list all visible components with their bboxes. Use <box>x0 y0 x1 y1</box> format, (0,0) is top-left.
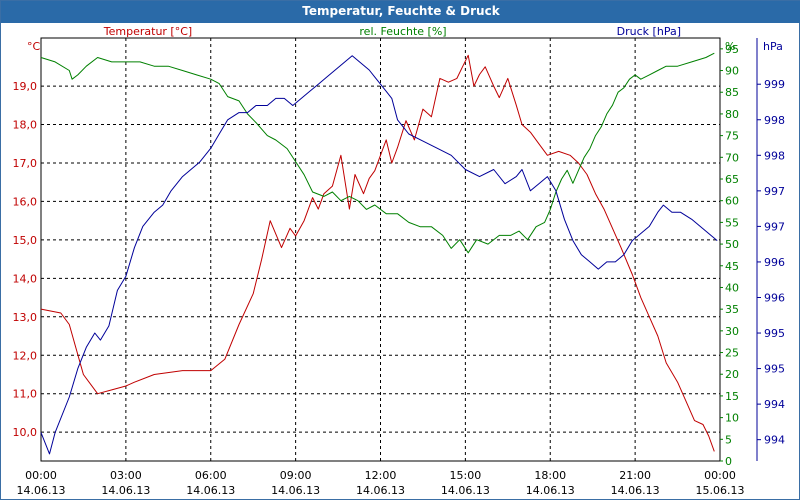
humidity-tick: 65 <box>725 173 739 186</box>
humidity-tick: 75 <box>725 130 739 143</box>
humidity-tick: 30 <box>725 325 739 338</box>
grid <box>41 38 720 461</box>
x-tick-date: 14.06.13 <box>356 484 405 497</box>
humidity-axis-title: rel. Feuchte [%] <box>359 25 446 38</box>
pressure-unit: hPa <box>763 40 783 53</box>
pressure-series-line <box>40 55 718 455</box>
pressure-tick: 995 <box>764 327 785 340</box>
pressure-tick: 999 <box>764 78 785 91</box>
x-tick-date: 14.06.13 <box>186 484 235 497</box>
humidity-tick: 5 <box>725 433 732 446</box>
x-tick-date: 14.06.13 <box>526 484 575 497</box>
x-tick-time: 21:00 <box>619 469 651 482</box>
temperature-unit: °C <box>27 40 41 53</box>
humidity-tick: 40 <box>725 281 739 294</box>
x-tick-time: 09:00 <box>280 469 312 482</box>
humidity-unit: % <box>725 40 735 53</box>
humidity-tick: 25 <box>725 347 739 360</box>
humidity-tick: 60 <box>725 195 739 208</box>
temperature-tick: 18,0 <box>13 119 38 132</box>
humidity-tick: 80 <box>725 108 739 121</box>
humidity-tick: 50 <box>725 238 739 251</box>
humidity-tick: 35 <box>725 303 739 316</box>
temperature-tick: 14,0 <box>13 272 38 285</box>
humidity-tick: 95 <box>725 43 739 56</box>
humidity-tick: 55 <box>725 216 739 229</box>
humidity-series-line <box>40 52 715 254</box>
x-tick-date: 14.06.13 <box>101 484 150 497</box>
x-tick-time: 03:00 <box>110 469 142 482</box>
temperature-tick: 11,0 <box>13 388 38 401</box>
pressure-tick: 998 <box>764 114 785 127</box>
pressure-tick: 995 <box>764 363 785 376</box>
x-tick-time: 00:00 <box>704 469 736 482</box>
pressure-axis-title: Druck [hPa] <box>617 25 681 38</box>
humidity-tick: 0 <box>725 455 732 468</box>
x-tick-time: 00:00 <box>25 469 57 482</box>
temperature-tick: 19,0 <box>13 80 38 93</box>
series-lines <box>40 52 718 455</box>
pressure-tick: 997 <box>764 220 785 233</box>
humidity-tick: 15 <box>725 390 739 403</box>
x-tick-date: 15.06.13 <box>696 484 745 497</box>
x-tick-date: 14.06.13 <box>611 484 660 497</box>
humidity-tick: 90 <box>725 65 739 78</box>
x-tick-date: 14.06.13 <box>441 484 490 497</box>
temperature-tick: 12,0 <box>13 349 38 362</box>
y-tick-labels: 10,0 11,0 12,0 13,0 14,0 15,0 16,0 17,0 18,0 19,0… <box>13 43 786 468</box>
temperature-tick: 13,0 <box>13 311 38 324</box>
pressure-tick: 996 <box>764 256 785 269</box>
temperature-tick: 10,0 <box>13 426 38 439</box>
humidity-tick: 10 <box>725 412 739 425</box>
x-tick-labels: 00:00 14.06.13 03:00 14.06.13 06:00 14.06.13 0… <box>17 469 745 497</box>
x-tick-date: 14.06.13 <box>271 484 320 497</box>
humidity-tick: 85 <box>725 86 739 99</box>
x-tick-time: 15:00 <box>450 469 482 482</box>
temperature-tick: 16,0 <box>13 195 38 208</box>
humidity-tick: 45 <box>725 260 739 273</box>
chart-title: Temperatur, Feuchte & Druck <box>1 1 800 23</box>
humidity-tick: 70 <box>725 151 739 164</box>
pressure-tick: 994 <box>764 434 785 447</box>
temperature-series-line <box>40 54 715 452</box>
temperature-tick: 17,0 <box>13 157 38 170</box>
humidity-tick: 20 <box>725 368 739 381</box>
x-tick-time: 12:00 <box>365 469 397 482</box>
pressure-tick: 996 <box>764 291 785 304</box>
x-tick-time: 18:00 <box>534 469 566 482</box>
pressure-tick: 998 <box>764 149 785 162</box>
temperature-tick: 15,0 <box>13 234 38 247</box>
x-tick-date: 14.06.13 <box>17 484 66 497</box>
temperature-axis-title: Temperatur [°C] <box>103 25 192 38</box>
pressure-tick: 997 <box>764 185 785 198</box>
pressure-tick: 994 <box>764 398 785 411</box>
x-tick-time: 06:00 <box>195 469 227 482</box>
